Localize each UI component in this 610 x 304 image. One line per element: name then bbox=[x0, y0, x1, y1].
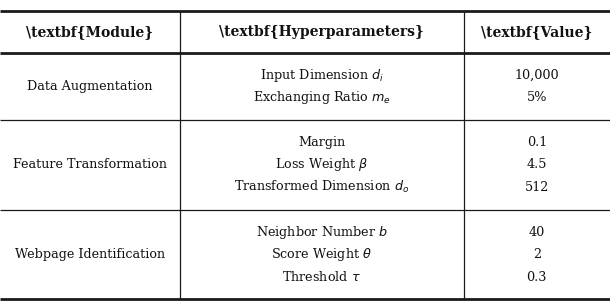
Text: 0.3: 0.3 bbox=[526, 271, 547, 284]
Text: 512: 512 bbox=[525, 181, 549, 194]
Text: Margin: Margin bbox=[298, 136, 345, 149]
Text: \textbf{Value}: \textbf{Value} bbox=[481, 25, 592, 39]
Text: Transformed Dimension $d_o$: Transformed Dimension $d_o$ bbox=[234, 179, 409, 195]
Text: 4.5: 4.5 bbox=[526, 158, 547, 171]
Text: 5%: 5% bbox=[526, 91, 547, 104]
Text: \textbf{Hyperparameters}: \textbf{Hyperparameters} bbox=[220, 25, 424, 39]
Text: Feature Transformation: Feature Transformation bbox=[13, 158, 167, 171]
Text: 0.1: 0.1 bbox=[526, 136, 547, 149]
Text: Exchanging Ratio $m_e$: Exchanging Ratio $m_e$ bbox=[253, 89, 391, 106]
Text: Neighbor Number $b$: Neighbor Number $b$ bbox=[256, 224, 388, 241]
Text: Webpage Identification: Webpage Identification bbox=[15, 248, 165, 261]
Text: 10,000: 10,000 bbox=[514, 69, 559, 81]
Text: Loss Weight $\beta$: Loss Weight $\beta$ bbox=[275, 157, 368, 173]
Text: Input Dimension $d_i$: Input Dimension $d_i$ bbox=[260, 67, 384, 84]
Text: 2: 2 bbox=[533, 248, 541, 261]
Text: Data Augmentation: Data Augmentation bbox=[27, 80, 152, 93]
Text: 40: 40 bbox=[529, 226, 545, 239]
Text: \textbf{Module}: \textbf{Module} bbox=[26, 25, 154, 39]
Text: Threshold $\tau$: Threshold $\tau$ bbox=[282, 270, 361, 284]
Text: Score Weight $\theta$: Score Weight $\theta$ bbox=[271, 246, 372, 263]
